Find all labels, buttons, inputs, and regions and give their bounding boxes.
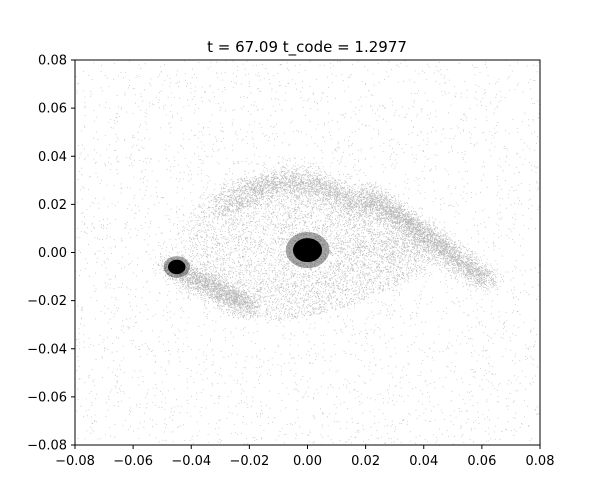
y-tick-label: −0.02 — [27, 294, 67, 309]
left-clump — [168, 259, 186, 275]
x-tick-label: 0.02 — [351, 454, 380, 469]
x-tick-label: −0.04 — [171, 454, 211, 469]
scatter-points — [75, 60, 541, 446]
x-tick-label: −0.08 — [55, 454, 95, 469]
x-axis: −0.08 −0.06 −0.04 −0.02 0.00 0.02 0.04 0.06 0.08 — [55, 445, 554, 469]
y-tick-label: 0.06 — [38, 102, 67, 117]
x-tick-label: 0.00 — [293, 454, 322, 469]
x-tick-label: −0.06 — [113, 454, 153, 469]
features-layer — [163, 232, 330, 278]
y-tick-label: −0.04 — [27, 342, 67, 357]
y-tick-label: 0.02 — [38, 198, 67, 213]
x-tick-label: 0.08 — [526, 454, 555, 469]
y-tick-label: 0.08 — [38, 54, 67, 69]
x-tick-label: 0.06 — [467, 454, 496, 469]
y-axis: −0.08 −0.06 −0.04 −0.02 0.00 0.02 0.04 0.06 0.08 — [27, 54, 75, 454]
points-layer — [75, 60, 541, 446]
x-tick-label: −0.02 — [229, 454, 269, 469]
chart-title: t = 67.09 t_code = 1.2977 — [207, 38, 407, 57]
y-tick-label: 0.04 — [38, 150, 67, 165]
x-tick-label: 0.04 — [409, 454, 438, 469]
y-tick-label: −0.08 — [27, 439, 67, 454]
y-tick-label: 0.00 — [38, 246, 67, 261]
central-clump — [292, 238, 323, 263]
y-tick-label: −0.06 — [27, 390, 67, 405]
